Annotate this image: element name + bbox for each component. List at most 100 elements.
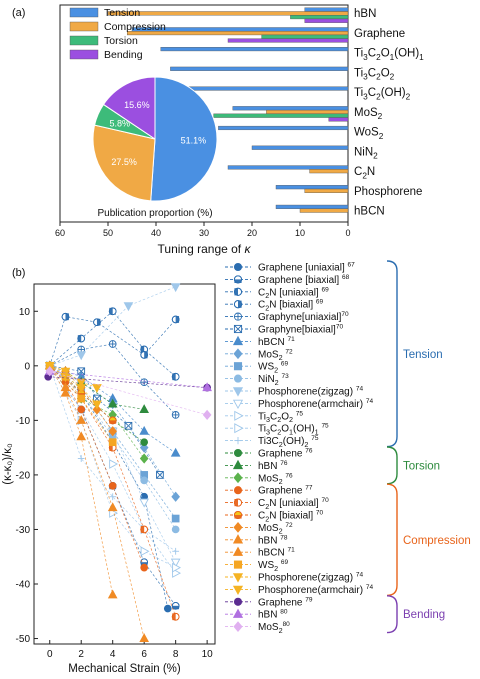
group-label-torsion: Torsion <box>403 460 440 472</box>
legend-marker-b <box>232 335 244 346</box>
category-label: MoS2​ <box>354 107 383 121</box>
point-14-1 <box>77 455 85 462</box>
legend-label-b-part: 3 <box>266 415 270 424</box>
legend-label-b-part: 3 <box>266 428 270 437</box>
y-tick-label-b: -30 <box>16 525 31 536</box>
legend-marker-b-shape <box>233 621 243 632</box>
point-3-4-shape <box>171 315 180 324</box>
legend-label-b-part: 2 <box>277 415 281 424</box>
plot-frame-b <box>33 283 216 645</box>
legend-marker-b-shape <box>233 597 243 606</box>
bar-hbn-bending <box>304 18 349 23</box>
x-tick-label-a: 30 <box>199 228 209 238</box>
category-label-part: O <box>381 48 390 60</box>
legend-label-b-part: C <box>258 287 265 298</box>
legend-marker-b-shape <box>233 300 243 309</box>
point-4-4 <box>171 411 180 419</box>
legend-marker-b <box>232 546 244 556</box>
legend-marker-b <box>233 300 243 309</box>
legend-marker-b <box>233 560 243 569</box>
point-28-1 <box>202 382 212 392</box>
legend-marker-b-shape <box>232 534 244 544</box>
legend-marker-b-half <box>238 300 242 308</box>
legend-label-b-part: 69 <box>281 559 289 566</box>
point-14-4 <box>172 547 180 555</box>
legend-label-b-part: 2 <box>277 428 281 437</box>
legend-label-b: Graphene [biaxial] 68​ <box>258 274 350 286</box>
legend-marker-b-shape <box>232 335 244 346</box>
legend-label-b-part: Ti <box>258 411 266 422</box>
point-6-4 <box>170 447 181 457</box>
group-label-bending: Bending <box>403 609 445 621</box>
category-label-part: 2 <box>378 112 383 121</box>
pie-label-compression: 27.5% <box>111 157 137 167</box>
legend-marker-b <box>233 522 243 533</box>
legend-label-b: C2​N [uniaxial] 69​ <box>258 286 329 300</box>
point-10-1-shape <box>76 351 87 361</box>
x-tick-label-a: 60 <box>55 228 65 238</box>
bar-hbn-tension <box>304 7 349 12</box>
pie-title: Publication proportion (%) <box>97 208 212 219</box>
legend-swatch-compression <box>69 21 99 32</box>
legend-marker-b-shape <box>233 522 243 533</box>
x-tick-label-b: 8 <box>173 649 179 660</box>
point-19-4-shape <box>171 612 180 621</box>
category-label-part: 2 <box>376 73 381 82</box>
legend-label-b-part: 69 <box>321 286 329 293</box>
panel-label-b: (b) <box>12 267 25 279</box>
legend-label-b-part: 2 <box>289 415 293 424</box>
category-label-part: hBCN <box>354 206 385 218</box>
category-label-part: 2 <box>406 92 411 101</box>
legend-label-b-part: Ti3C <box>258 436 279 447</box>
point-2-1-half <box>77 335 82 342</box>
point-2-2-shape <box>108 307 117 316</box>
legend-label-b-part: 80 <box>283 621 291 628</box>
point-24-2-shape <box>77 394 86 403</box>
legend-label-b: C2​N [biaxial] 70​ <box>258 510 324 524</box>
legend-label-b-part: 71 <box>287 547 295 554</box>
category-label-part: C <box>368 48 376 60</box>
bar-mos2-torsion <box>213 113 349 118</box>
legend-label-b-part: hBN <box>258 610 280 621</box>
category-label-part: 2 <box>390 73 395 82</box>
point-9-3-shape <box>140 476 149 485</box>
category-label-part: C <box>354 166 362 178</box>
legend-label-b-part: N [biaxial] <box>269 300 316 311</box>
series-line-28 <box>49 370 208 388</box>
point-16-3 <box>107 398 118 408</box>
legend-swatch-tension <box>69 7 99 18</box>
legend-label-b: hBN 80​ <box>258 609 288 621</box>
legend-marker-b <box>233 498 243 507</box>
x-tick-label-b: 4 <box>110 649 116 660</box>
point-29-0-shape <box>45 366 55 377</box>
point-1-4 <box>171 601 180 610</box>
legend-marker-b <box>233 486 243 495</box>
point-10-3-shape <box>170 283 181 293</box>
point-5-4 <box>156 471 164 479</box>
point-5-1-x2 <box>77 367 85 375</box>
legend-label-b-part: 69 <box>281 361 289 368</box>
bar-c2n-compression <box>309 169 349 174</box>
legend-label-b: Graphene 76​ <box>258 448 313 460</box>
legend-marker-b <box>233 262 243 272</box>
x-axis-title-b: Mechanical Strain (%) <box>68 663 181 675</box>
legend-marker-b <box>232 573 244 583</box>
legend-label-b-part: O <box>281 424 289 435</box>
legend-label-b-part: 79 <box>305 596 313 603</box>
bar-hbn-torsion <box>290 15 349 20</box>
legend-label-b-part: 2 <box>265 502 269 511</box>
category-label: NiN2​ <box>354 146 378 160</box>
category-label-part: 2 <box>379 132 384 141</box>
point-18-4 <box>140 563 149 572</box>
category-label-part: 2 <box>376 53 381 62</box>
legend-marker-b-shape <box>233 287 243 296</box>
point-0-4-shape <box>163 604 172 613</box>
legend-label-b-part: hBCN <box>258 337 287 348</box>
x-axis-title-text: Tuning range of <box>158 242 245 256</box>
legend-marker-b <box>233 448 243 458</box>
point-24-3-shape <box>108 438 117 447</box>
point-13-4-shape <box>172 562 182 573</box>
legend-label-b-part: 75 <box>296 410 304 417</box>
legend-label-b-part: 2 <box>275 378 279 387</box>
bar-mos2-compression <box>266 109 349 115</box>
